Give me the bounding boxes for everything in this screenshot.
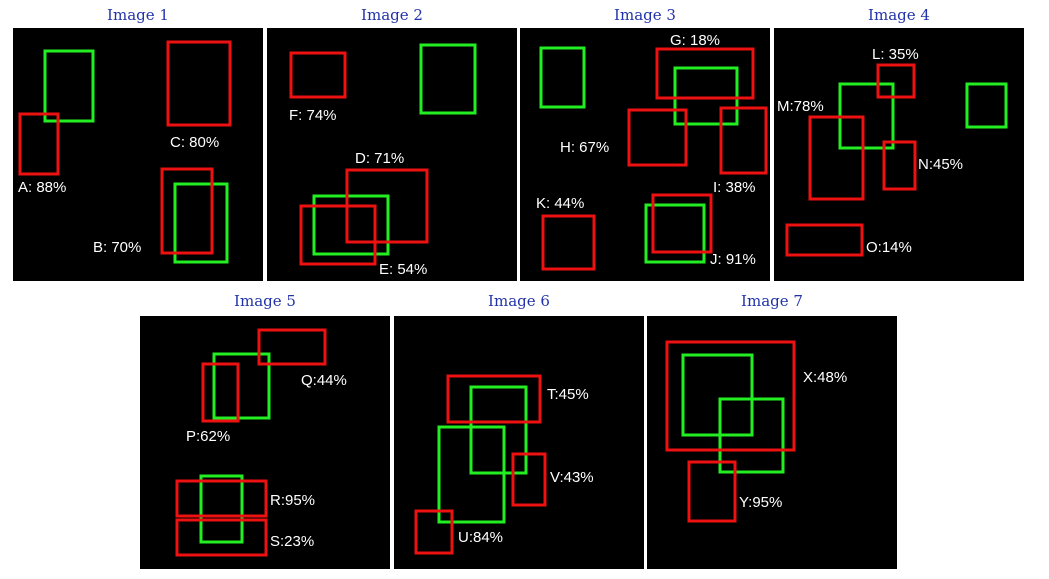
label-e: E: 54% xyxy=(379,261,427,278)
label-x: X:48% xyxy=(803,369,847,386)
image-panel-4: L: 35% M:78% N:45% O:14% xyxy=(774,28,1024,281)
label-s: S:23% xyxy=(270,533,314,550)
prediction-box-i xyxy=(719,106,768,175)
prediction-box-t xyxy=(446,374,542,424)
panel-7-title: Image 7 xyxy=(741,292,803,310)
label-o: O:14% xyxy=(866,239,912,256)
panel-6-title: Image 6 xyxy=(488,292,550,310)
prediction-box-h xyxy=(627,108,688,167)
label-y: Y:95% xyxy=(739,494,782,511)
prediction-box-a xyxy=(18,112,60,176)
image-panel-1: A: 88% C: 80% B: 70% xyxy=(13,28,263,281)
prediction-box-j xyxy=(651,193,713,254)
prediction-box-b xyxy=(160,167,214,255)
prediction-box-y xyxy=(687,460,737,523)
label-i: I: 38% xyxy=(713,179,756,196)
panel-2-title: Image 2 xyxy=(361,6,423,24)
ground-truth-box xyxy=(437,425,506,524)
label-l: L: 35% xyxy=(872,46,919,63)
label-r: R:95% xyxy=(270,492,315,509)
image-panel-7: X:48% Y:95% xyxy=(647,316,897,569)
ground-truth-box xyxy=(539,46,586,109)
label-g: G: 18% xyxy=(670,32,720,49)
ground-truth-box xyxy=(965,82,1008,129)
label-h: H: 67% xyxy=(560,139,609,156)
panel-5-canvas: Q:44% P:62% R:95% S:23% xyxy=(175,328,347,557)
label-q: Q:44% xyxy=(301,372,347,389)
prediction-box-r xyxy=(175,479,268,518)
panel-4-title: Image 4 xyxy=(868,6,930,24)
prediction-box-q xyxy=(257,328,327,366)
image-panel-2: F: 74% D: 71% E: 54% xyxy=(267,28,517,281)
prediction-box-e xyxy=(299,204,377,266)
ground-truth-box xyxy=(419,43,477,115)
ground-truth-box xyxy=(212,352,271,420)
image-panel-6: T:45% V:43% U:84% xyxy=(394,316,644,569)
label-k: K: 44% xyxy=(536,195,584,212)
prediction-box-g xyxy=(655,47,755,100)
panel-7-canvas: X:48% Y:95% xyxy=(665,340,847,523)
label-p: P:62% xyxy=(186,428,230,445)
ground-truth-box xyxy=(673,66,739,126)
label-a: A: 88% xyxy=(18,179,66,196)
panel-2-canvas: F: 74% D: 71% E: 54% xyxy=(289,43,477,278)
prediction-box-n xyxy=(882,140,917,191)
prediction-box-u xyxy=(414,509,454,555)
prediction-box-f xyxy=(289,51,347,99)
panel-3-canvas: G: 18% H: 67% I: 38% K: 44% J: 91% xyxy=(536,32,768,271)
prediction-box-m xyxy=(808,115,865,201)
prediction-box-s xyxy=(175,518,268,557)
label-c: C: 80% xyxy=(170,134,219,151)
panel-6-canvas: T:45% V:43% U:84% xyxy=(414,374,594,555)
panel-1-title: Image 1 xyxy=(107,6,169,24)
label-j: J: 91% xyxy=(710,251,756,268)
label-t: T:45% xyxy=(547,386,589,403)
prediction-box-c xyxy=(166,40,232,127)
prediction-box-k xyxy=(541,214,596,271)
label-b: B: 70% xyxy=(93,239,141,256)
panel-5-title: Image 5 xyxy=(234,292,296,310)
label-f: F: 74% xyxy=(289,107,337,124)
ground-truth-box xyxy=(681,353,754,437)
prediction-box-l xyxy=(876,63,916,99)
image-panel-3: G: 18% H: 67% I: 38% K: 44% J: 91% xyxy=(520,28,770,281)
prediction-box-x xyxy=(665,340,796,452)
ground-truth-box xyxy=(173,182,229,264)
label-m: M:78% xyxy=(777,98,824,115)
label-u: U:84% xyxy=(458,529,503,546)
ground-truth-box xyxy=(312,194,390,256)
prediction-box-v xyxy=(511,452,547,507)
image-panel-5: Q:44% P:62% R:95% S:23% xyxy=(140,316,390,569)
label-n: N:45% xyxy=(918,156,963,173)
ground-truth-box xyxy=(644,203,706,264)
ground-truth-box xyxy=(718,397,785,474)
prediction-box-o xyxy=(785,223,864,257)
panel-3-title: Image 3 xyxy=(614,6,676,24)
ground-truth-box xyxy=(199,474,244,544)
prediction-box-p xyxy=(201,362,240,423)
label-d: D: 71% xyxy=(355,150,404,167)
panel-1-canvas: A: 88% C: 80% B: 70% xyxy=(18,40,232,264)
panel-4-canvas: L: 35% M:78% N:45% O:14% xyxy=(777,46,1008,257)
ground-truth-box xyxy=(469,385,528,475)
ground-truth-box xyxy=(43,49,95,123)
label-v: V:43% xyxy=(550,469,594,486)
